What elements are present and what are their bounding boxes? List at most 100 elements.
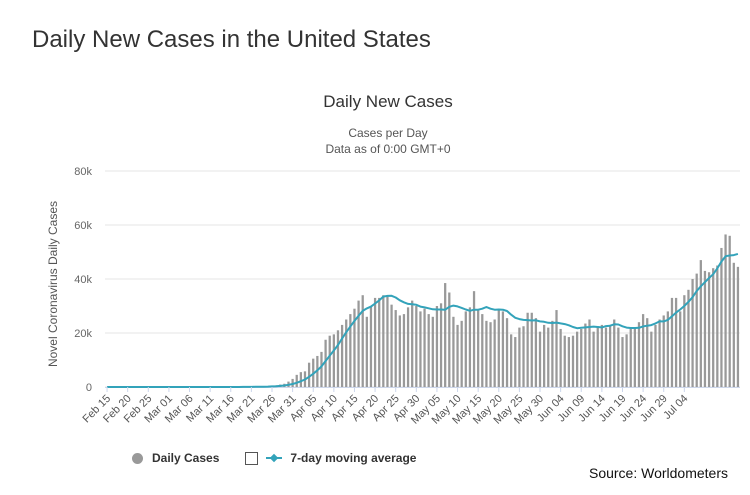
daily-cases-bar	[662, 315, 665, 387]
moving-average-line	[107, 252, 739, 388]
daily-cases-bar	[728, 235, 731, 387]
legend-daily-cases[interactable]: Daily Cases	[132, 451, 219, 465]
daily-cases-bar	[340, 324, 344, 387]
daily-cases-bar	[448, 292, 451, 387]
daily-cases-bar	[592, 331, 595, 387]
daily-cases-bar	[406, 307, 410, 387]
daily-cases-bar	[452, 316, 455, 387]
y-tick-label: 60k	[74, 220, 92, 232]
daily-cases-bar	[699, 260, 702, 387]
daily-cases-bar	[584, 323, 587, 387]
daily-cases-bar	[617, 327, 620, 387]
daily-cases-bar	[654, 324, 657, 387]
gray-dot-icon	[132, 452, 143, 464]
daily-cases-bar	[724, 234, 727, 387]
y-axis-title: Novel Coronavirus Daily Cases	[46, 201, 60, 367]
daily-cases-bar	[477, 310, 480, 387]
daily-cases-bar	[299, 372, 302, 387]
daily-cases-bar	[580, 328, 583, 387]
daily-cases-bar	[493, 319, 496, 387]
y-tick-label: 20k	[74, 328, 92, 340]
daily-cases-bar	[633, 327, 636, 387]
daily-cases-bar	[402, 314, 406, 387]
daily-cases-bar	[398, 315, 401, 387]
daily-cases-bar	[485, 320, 488, 387]
daily-cases-bar	[575, 331, 579, 387]
daily-cases-bar	[559, 328, 562, 387]
page-title: Daily New Cases in the United States	[32, 26, 431, 53]
daily-cases-bar	[390, 304, 393, 387]
line-marker-icon	[266, 457, 283, 459]
daily-cases-bar	[736, 266, 740, 387]
daily-cases-bar	[435, 306, 439, 387]
checkbox-icon[interactable]	[245, 451, 259, 465]
daily-cases-bar	[604, 327, 608, 387]
daily-cases-bar	[369, 306, 373, 387]
daily-cases-bar	[365, 316, 368, 387]
daily-cases-bar	[439, 303, 443, 387]
daily-cases-bar	[394, 310, 397, 387]
daily-cases-bar	[514, 337, 517, 387]
daily-cases-bar	[703, 270, 707, 387]
daily-cases-bar	[732, 262, 735, 387]
daily-cases-bar	[530, 312, 533, 387]
daily-cases-bar	[596, 326, 599, 387]
chart-subtitle: Cases per Day	[348, 126, 428, 140]
daily-cases-bar	[307, 362, 311, 387]
daily-cases-bar	[670, 297, 674, 387]
legend-moving-average-label: 7-day moving average	[290, 451, 417, 465]
daily-cases-bar	[497, 310, 500, 387]
daily-cases-bar	[444, 283, 447, 387]
daily-cases-bar	[650, 331, 653, 387]
daily-cases-bar	[666, 311, 669, 387]
daily-cases-bar	[456, 324, 459, 387]
daily-cases-bar	[621, 337, 624, 387]
chart-legend: Daily Cases 7-day moving average	[132, 451, 442, 465]
daily-cases-bar	[423, 308, 426, 387]
daily-cases-bar	[534, 318, 538, 387]
daily-cases-bar	[328, 335, 331, 387]
y-tick-label: 80k	[74, 166, 92, 178]
daily-cases-bar	[320, 351, 323, 387]
daily-cases-bar	[415, 306, 418, 387]
daily-cases-bar	[707, 272, 711, 387]
daily-cases-bar	[613, 319, 616, 387]
chart-data-timestamp: Data as of 0:00 GMT+0	[325, 142, 451, 156]
legend-moving-average[interactable]: 7-day moving average	[245, 451, 416, 465]
daily-cases-bar	[501, 311, 505, 387]
source-credit: Source: Worldometers	[588, 465, 728, 481]
daily-cases-bar	[571, 335, 575, 387]
daily-cases-bar	[510, 334, 513, 387]
daily-cases-bar	[600, 324, 604, 387]
daily-cases-bar	[386, 296, 389, 387]
daily-cases-bar	[522, 326, 525, 387]
daily-cases-bar	[361, 295, 364, 387]
daily-cases-bar	[563, 335, 566, 387]
daily-cases-bar	[543, 324, 546, 387]
chart-title: Daily New Cases	[323, 92, 453, 111]
daily-cases-bar	[679, 311, 682, 387]
daily-cases-bar	[538, 331, 542, 387]
daily-cases-bar	[431, 316, 434, 387]
daily-cases-bar	[427, 314, 430, 387]
daily-cases-bar	[551, 320, 554, 387]
daily-cases-bar	[460, 320, 463, 387]
daily-cases-bar	[336, 330, 340, 387]
daily-cases-bar	[382, 295, 385, 387]
daily-cases-bar	[345, 319, 348, 387]
y-tick-label: 40k	[74, 274, 92, 286]
daily-cases-bar	[720, 247, 723, 387]
daily-cases-bar	[468, 307, 472, 387]
daily-cases-bar	[419, 311, 422, 387]
daily-cases-bar	[712, 268, 715, 387]
legend-daily-cases-label: Daily Cases	[152, 451, 220, 465]
daily-cases-bar	[683, 295, 686, 387]
daily-cases-bar	[357, 300, 360, 387]
daily-cases-bar	[373, 297, 377, 387]
daily-cases-bar	[291, 378, 294, 387]
daily-cases-bar	[464, 311, 467, 387]
daily-cases-bar	[353, 308, 356, 387]
y-tick-label: 0	[86, 382, 92, 394]
daily-cases-bar	[378, 297, 381, 387]
